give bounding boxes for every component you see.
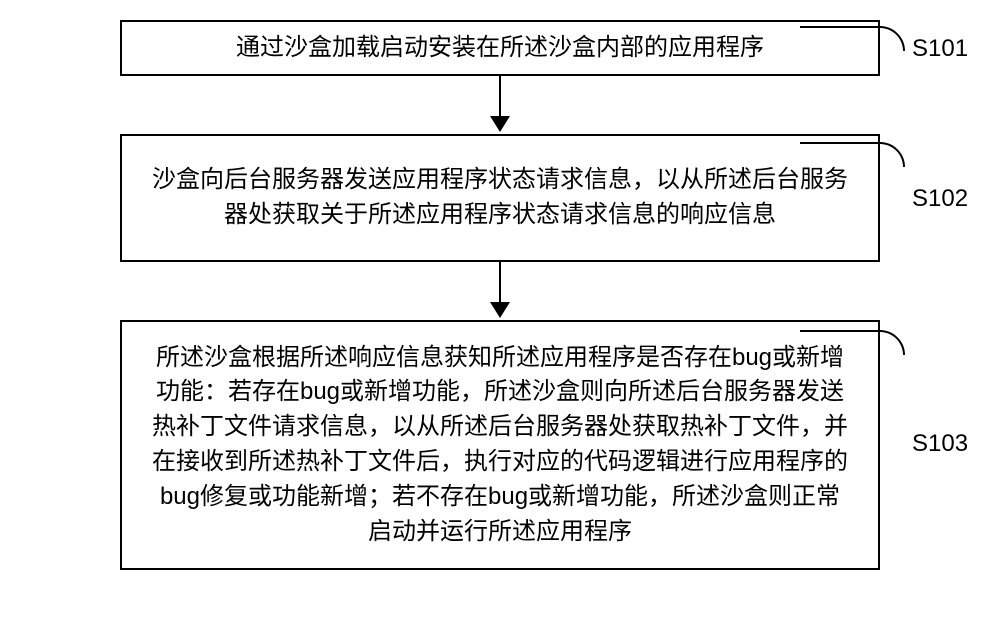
step-label-s101: S101 — [912, 35, 968, 63]
flow-node-s103: 所述沙盒根据所述响应信息获知所述应用程序是否存在bug或新增功能：若存在bug或… — [120, 320, 880, 570]
step-label-s102: S102 — [912, 185, 968, 213]
flow-node-s102-text: 沙盒向后台服务器发送应用程序状态请求信息，以从所述后台服务器处获取关于所述应用程… — [152, 163, 848, 233]
step-label-s103: S103 — [912, 430, 968, 458]
arrow-head-icon — [490, 302, 510, 318]
arrow-head-icon — [490, 116, 510, 132]
flowchart-container: 通过沙盒加载启动安装在所述沙盒内部的应用程序 沙盒向后台服务器发送应用程序状态请… — [40, 20, 960, 570]
flow-node-s101-text: 通过沙盒加载启动安装在所述沙盒内部的应用程序 — [236, 31, 764, 66]
flow-arrow-1 — [490, 76, 510, 134]
flow-arrow-2 — [490, 262, 510, 320]
flow-node-s103-text: 所述沙盒根据所述响应信息获知所述应用程序是否存在bug或新增功能：若存在bug或… — [152, 341, 848, 550]
flow-node-s102: 沙盒向后台服务器发送应用程序状态请求信息，以从所述后台服务器处获取关于所述应用程… — [120, 134, 880, 262]
arrow-shaft — [499, 76, 501, 116]
flow-node-s101: 通过沙盒加载启动安装在所述沙盒内部的应用程序 — [120, 20, 880, 76]
arrow-shaft — [499, 262, 501, 302]
